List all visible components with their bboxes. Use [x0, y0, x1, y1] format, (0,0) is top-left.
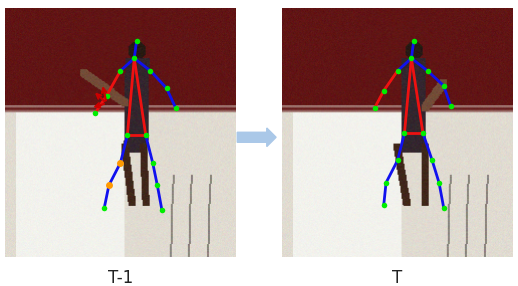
Text: T-1: T-1	[108, 269, 133, 286]
FancyArrow shape	[237, 128, 276, 146]
Text: T: T	[393, 269, 402, 286]
